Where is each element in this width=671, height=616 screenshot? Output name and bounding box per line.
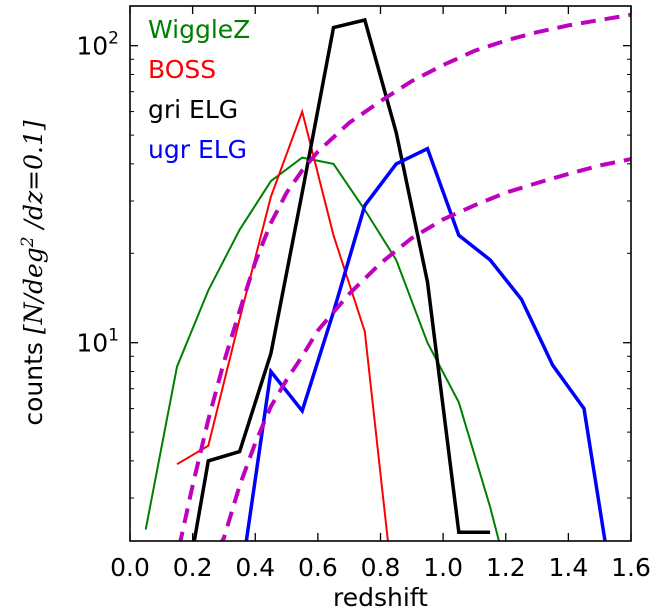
x-tick-label: 1.6 [611,553,651,582]
series-line-boss [176,108,389,541]
x-tick-label: 1.4 [548,553,588,582]
x-tick-label: 0.6 [298,553,338,582]
y-math-sup: 2 [18,236,38,248]
x-tick-label: 0.0 [110,553,150,582]
y-tick-label: 102 [76,29,119,61]
x-tick-label: 0.4 [235,553,275,582]
y-math-deg: deg [19,247,48,294]
y-axis-title: counts [N/deg2 /dz=0.1] [18,120,48,426]
y-math-slash2: / [19,217,48,230]
legend-item-boss: BOSS [148,55,216,84]
series-line-ugr-elg [244,146,607,541]
tick-layer: 0.0 0.2 0.4 0.6 0.8 1.0 1.2 1.4 1.6 101 102 [76,6,651,582]
y-math-close: ] [19,120,48,131]
y-math-open: [ [19,324,48,334]
y-math-eq: = [19,170,48,191]
legend-item-wigglez: WiggleZ [148,15,250,44]
legend-item-gri-elg: gri ELG [148,95,238,124]
series-line-wigglez [144,156,500,541]
y-math-gap [19,228,48,236]
series-layer [144,12,631,541]
plot-frame [129,5,632,542]
y-math-val: 0.1 [19,130,48,170]
x-tick-label: 0.2 [173,553,213,582]
y-axis-title-prefix: counts [19,342,48,426]
y-axis-title-math-space [19,334,48,342]
y-tick-label: 101 [76,326,119,358]
x-tick-label: 1.2 [486,553,526,582]
y-math-dz: dz [19,190,48,220]
model-curve-5 [219,157,631,541]
legend: WiggleZ BOSS gri ELG ugr ELG [148,15,250,164]
y-math-n: N [19,301,48,325]
legend-item-ugr-elg: ugr ELG [148,135,247,164]
model-curve-4 [178,12,631,541]
x-tick-label: 0.8 [361,553,401,582]
x-tick-label: 1.0 [423,553,463,582]
series-line-gri-elg [192,17,491,541]
x-axis-title: redshift [333,583,428,612]
y-math-slash1: / [19,291,48,304]
